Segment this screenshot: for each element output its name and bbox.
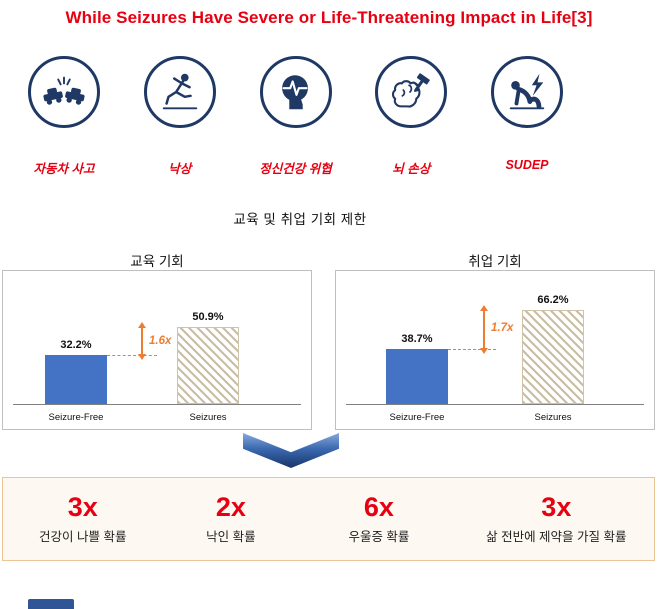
- sudep-collapse-icon: [491, 56, 563, 128]
- bar-seizure-free: [45, 355, 107, 404]
- x-axis: [346, 404, 644, 405]
- logo-fragment: [28, 599, 74, 609]
- reference-dash-line: [107, 355, 157, 356]
- risk-icons-row: 자동차 사고 낙상 정신건강 위협: [9, 56, 582, 177]
- risk-item-fall: 낙상: [125, 56, 235, 177]
- section-heading: 교육 및 취업 기회 제한: [233, 212, 367, 227]
- bar-value-label: 32.2%: [60, 339, 92, 351]
- impact-stats-box: 3x 건강이 나쁠 확률 2x 낙인 확률 6x 우울증 확률 3x 삶 전반에…: [2, 477, 655, 561]
- risk-label: 뇌 손상: [392, 162, 431, 176]
- bar-value-label: 66.2%: [537, 294, 569, 306]
- category-label: Seizure-Free: [389, 412, 445, 423]
- down-arrow-icon: [243, 433, 339, 468]
- multiplier-label: 1.7x: [491, 322, 514, 334]
- stat-multiplier: 3x: [67, 491, 98, 522]
- slip-fall-icon: [143, 56, 216, 128]
- bar-value-label: 38.7%: [401, 333, 433, 345]
- bar-seizure-free: [386, 349, 448, 404]
- bar-value-label: 50.9%: [192, 311, 224, 323]
- multiplier-arrow-icon: [480, 305, 488, 354]
- risk-item-sudep: SUDEP: [472, 56, 582, 177]
- bar-seizures: [177, 327, 239, 404]
- risk-item-car-accident: 자동차 사고: [9, 56, 119, 177]
- education-chart-title: 교육 기회: [130, 254, 184, 269]
- risk-item-mental-health: 정신건강 위협: [241, 56, 351, 177]
- stat-multiplier: 3x: [541, 491, 572, 522]
- page-title: While Seizures Have Severe or Life-Threa…: [65, 8, 593, 27]
- stat-poor-health: 3x 건강이 나쁠 확률: [3, 491, 162, 545]
- stat-life-restrictions: 3x 삶 전반에 제약을 가질 확률: [459, 491, 654, 545]
- x-axis: [13, 404, 301, 405]
- stat-label: 낙인 확률: [206, 529, 256, 544]
- bar-seizures: [522, 310, 584, 404]
- employment-chart: 38.7% 66.2% 1.7x Seizure-Free Seizures: [335, 270, 655, 430]
- brain-damage-icon: [375, 56, 448, 128]
- category-label: Seizure-Free: [48, 412, 104, 423]
- risk-label: 자동차 사고: [33, 162, 95, 176]
- car-crash-icon: [28, 56, 100, 128]
- risk-label: 정신건강 위협: [259, 162, 332, 176]
- risk-label: 낙상: [168, 162, 192, 176]
- category-label: Seizures: [189, 412, 227, 423]
- reference-dash-line: [448, 349, 496, 350]
- risk-item-brain-damage: 뇌 손상: [356, 56, 466, 177]
- education-chart: 32.2% 50.9% 1.6x Seizure-Free Seizures: [2, 270, 312, 430]
- stat-stigma: 2x 낙인 확률: [162, 491, 299, 545]
- risk-label: SUDEP: [505, 158, 549, 172]
- stat-label: 삶 전반에 제약을 가질 확률: [486, 529, 627, 544]
- stat-multiplier: 2x: [215, 491, 246, 522]
- employment-chart-title: 취업 기회: [468, 254, 522, 269]
- multiplier-label: 1.6x: [149, 335, 172, 347]
- multiplier-arrow-icon: [138, 322, 146, 360]
- stat-label: 우울증 확률: [348, 529, 410, 544]
- stat-label: 건강이 나쁠 확률: [39, 529, 127, 544]
- stat-depression: 6x 우울증 확률: [299, 491, 458, 545]
- mental-health-icon: [259, 56, 332, 128]
- stat-multiplier: 6x: [363, 491, 394, 522]
- category-label: Seizures: [534, 412, 572, 423]
